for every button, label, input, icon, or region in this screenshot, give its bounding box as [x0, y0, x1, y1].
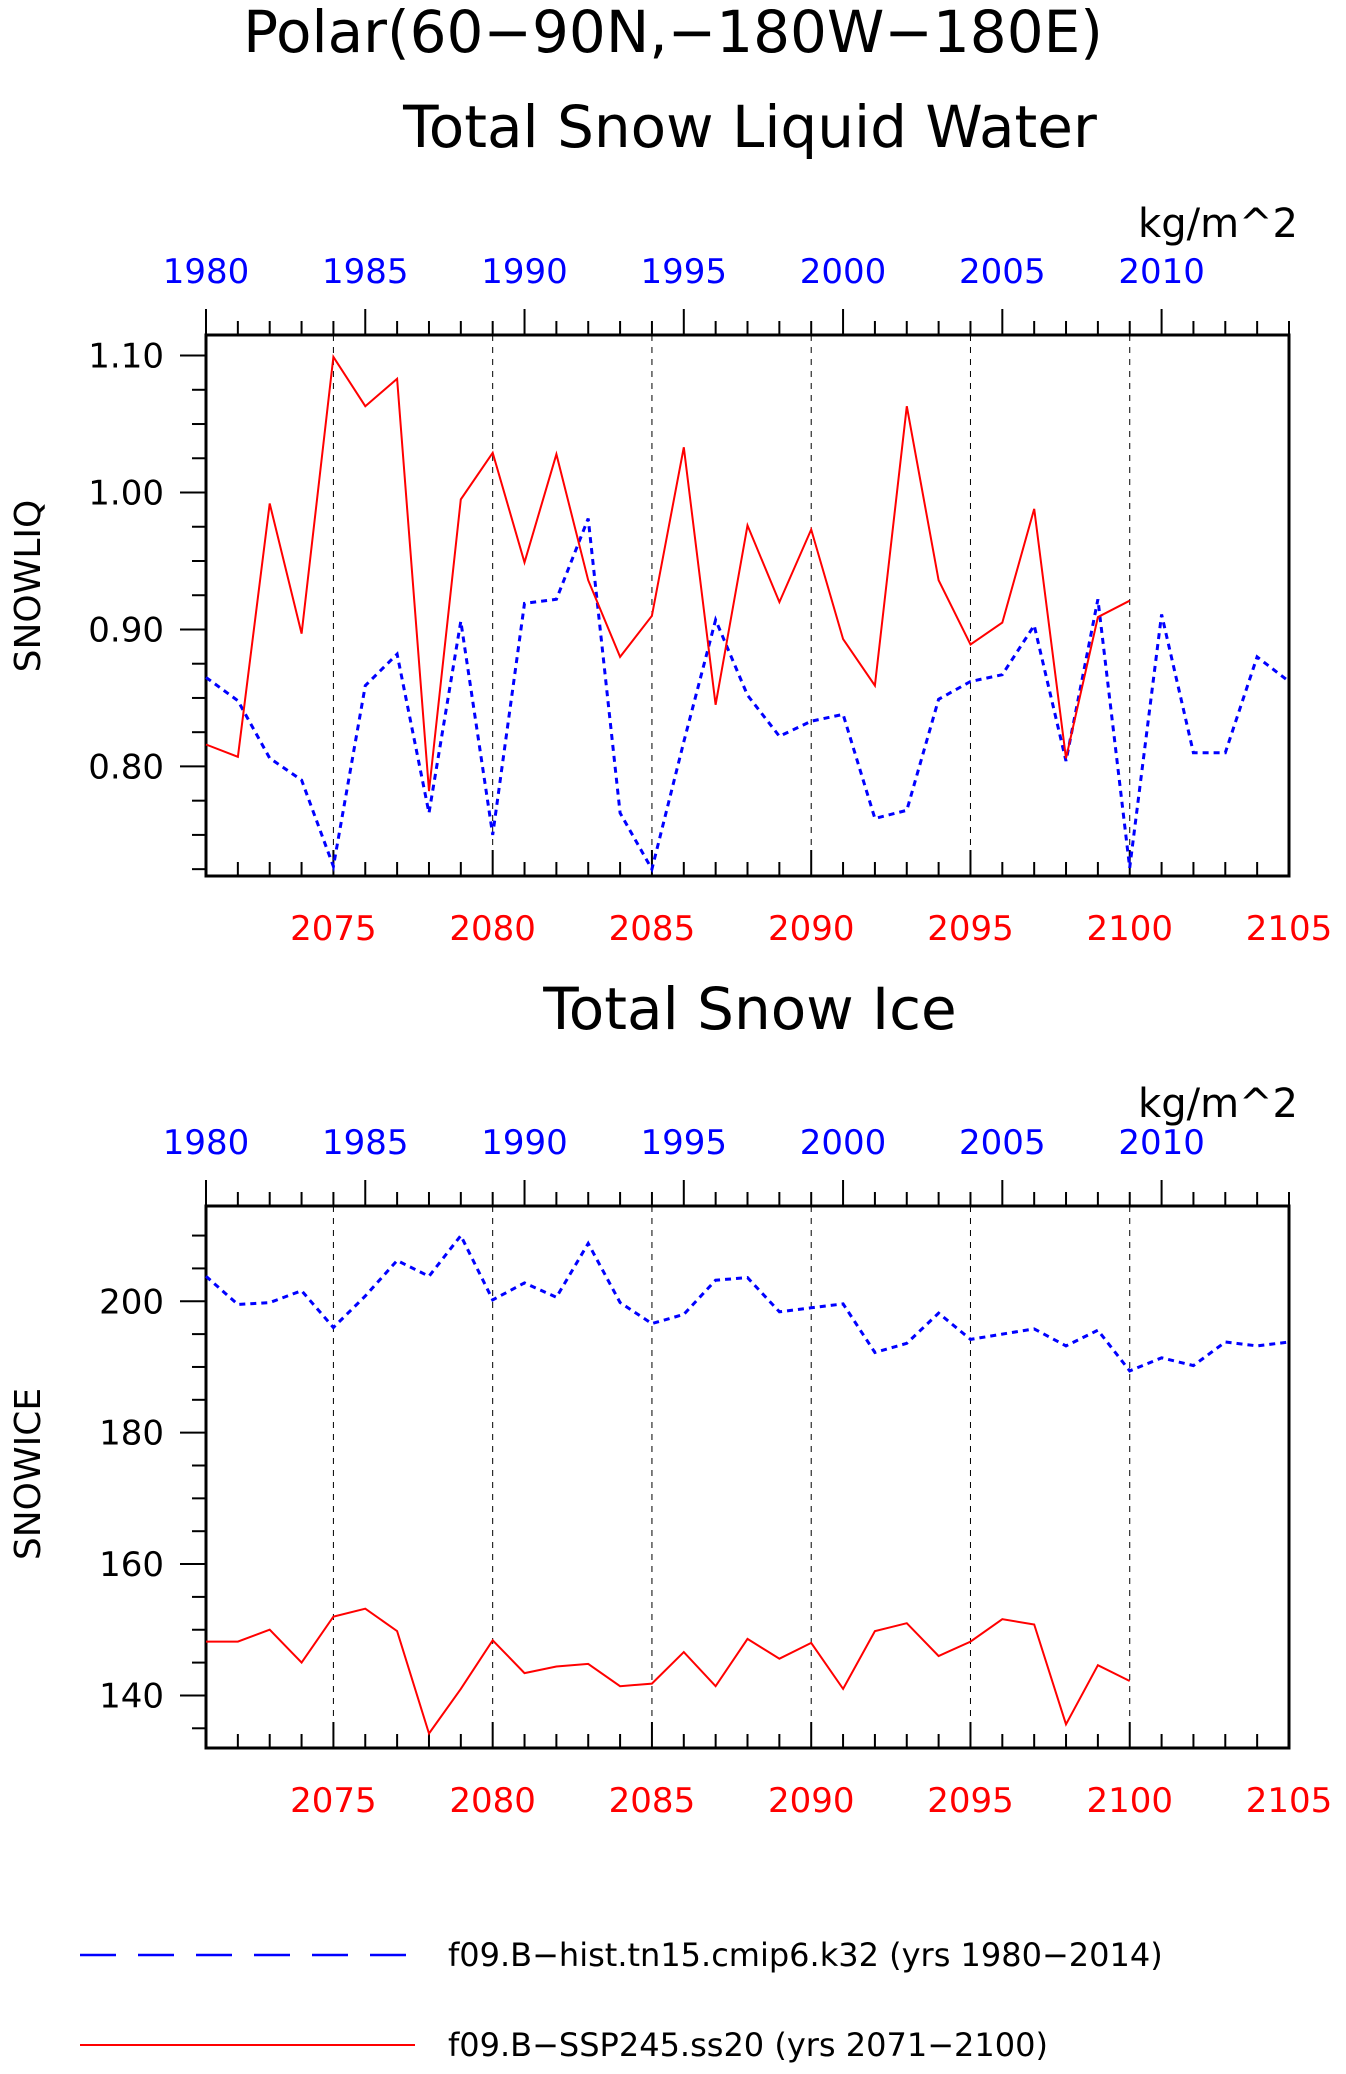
x2-tick-label: 2010: [1118, 1123, 1205, 1163]
legend: f09.B−hist.tn15.cmip6.k32 (yrs 1980−2014…: [80, 1936, 1163, 2064]
series-line-hist: [205, 517, 1290, 874]
grid-lines: [332, 335, 1131, 876]
y-tick-label: 140: [99, 1676, 164, 1716]
plot-frame: [204, 1204, 1291, 1750]
x2-tick-label: 1995: [641, 252, 728, 292]
x-tick-label: 2080: [449, 1781, 536, 1821]
panel-title: Total Snow Ice: [542, 975, 957, 1043]
series-line-ssp: [206, 1607, 1131, 1736]
tick-labels: 2075 2080 2085 2090 2095 2100 2105 1980 1985 1990…: [99, 1123, 1332, 1821]
x2-tick-label: 2010: [1118, 252, 1205, 292]
x2-tick-label: 2005: [959, 1123, 1046, 1163]
x-tick-label: 2090: [768, 909, 855, 949]
y-tick-label: 0.80: [88, 747, 164, 787]
x-tick-label: 2095: [927, 1781, 1014, 1821]
y-tick-label: 0.90: [88, 610, 164, 650]
x-tick-label: 2085: [609, 909, 696, 949]
axes: [180, 1180, 1291, 1750]
plot-frame: [204, 333, 1291, 878]
series-group: [205, 1232, 1290, 1736]
x-tick-label: 2100: [1086, 909, 1173, 949]
axes: [180, 309, 1291, 878]
y-tick-label: 160: [99, 1545, 164, 1585]
series-line-hist: [205, 1232, 1290, 1373]
y-tick-label: 1.10: [88, 337, 164, 377]
x-tick-label: 2105: [1246, 1781, 1333, 1821]
y-tick-label: 180: [99, 1414, 164, 1454]
y-axis-label: SNOWICE: [8, 1388, 49, 1560]
x2-tick-label: 2005: [959, 252, 1046, 292]
panel-snowice: Total Snow Ice kg/m^2 SNOWICE 2075 2080 20…: [8, 975, 1332, 1821]
tick-labels: 2075 2080 2085 2090 2095 2100 2105 1980 1985 1990…: [88, 252, 1332, 949]
x2-tick-label: 2000: [800, 1123, 887, 1163]
page-title: Polar(60−90N,−180W−180E): [243, 0, 1103, 66]
x-tick-label: 2090: [768, 1781, 855, 1821]
units-label: kg/m^2: [1138, 201, 1298, 247]
series-group: [205, 354, 1290, 874]
x2-tick-label: 1980: [163, 1123, 250, 1163]
legend-label-ssp: f09.B−SSP245.ss20 (yrs 2071−2100): [448, 2026, 1048, 2064]
x-tick-label: 2080: [449, 909, 536, 949]
units-label: kg/m^2: [1138, 1081, 1298, 1127]
series-line-ssp: [205, 354, 1131, 792]
grid-lines: [332, 1206, 1131, 1748]
x2-tick-label: 1985: [322, 252, 409, 292]
panel-title: Total Snow Liquid Water: [402, 93, 1097, 161]
x2-tick-label: 1985: [322, 1123, 409, 1163]
panel-snowliq: Total Snow Liquid Water kg/m^2 SNOWLIQ 2…: [8, 93, 1332, 949]
x2-tick-label: 1990: [481, 252, 568, 292]
x-tick-label: 2095: [927, 909, 1014, 949]
y-tick-label: 1.00: [88, 474, 164, 514]
x-tick-label: 2075: [290, 1781, 377, 1821]
x-tick-label: 2100: [1086, 1781, 1173, 1821]
x-tick-label: 2085: [609, 1781, 696, 1821]
x-tick-label: 2105: [1246, 909, 1333, 949]
x-tick-label: 2075: [290, 909, 377, 949]
legend-label-hist: f09.B−hist.tn15.cmip6.k32 (yrs 1980−2014…: [448, 1936, 1163, 1974]
x2-tick-label: 1980: [163, 252, 250, 292]
y-tick-label: 200: [99, 1282, 164, 1322]
x2-tick-label: 2000: [800, 252, 887, 292]
x2-tick-label: 1990: [481, 1123, 568, 1163]
x2-tick-label: 1995: [641, 1123, 728, 1163]
y-axis-label: SNOWLIQ: [8, 500, 49, 673]
